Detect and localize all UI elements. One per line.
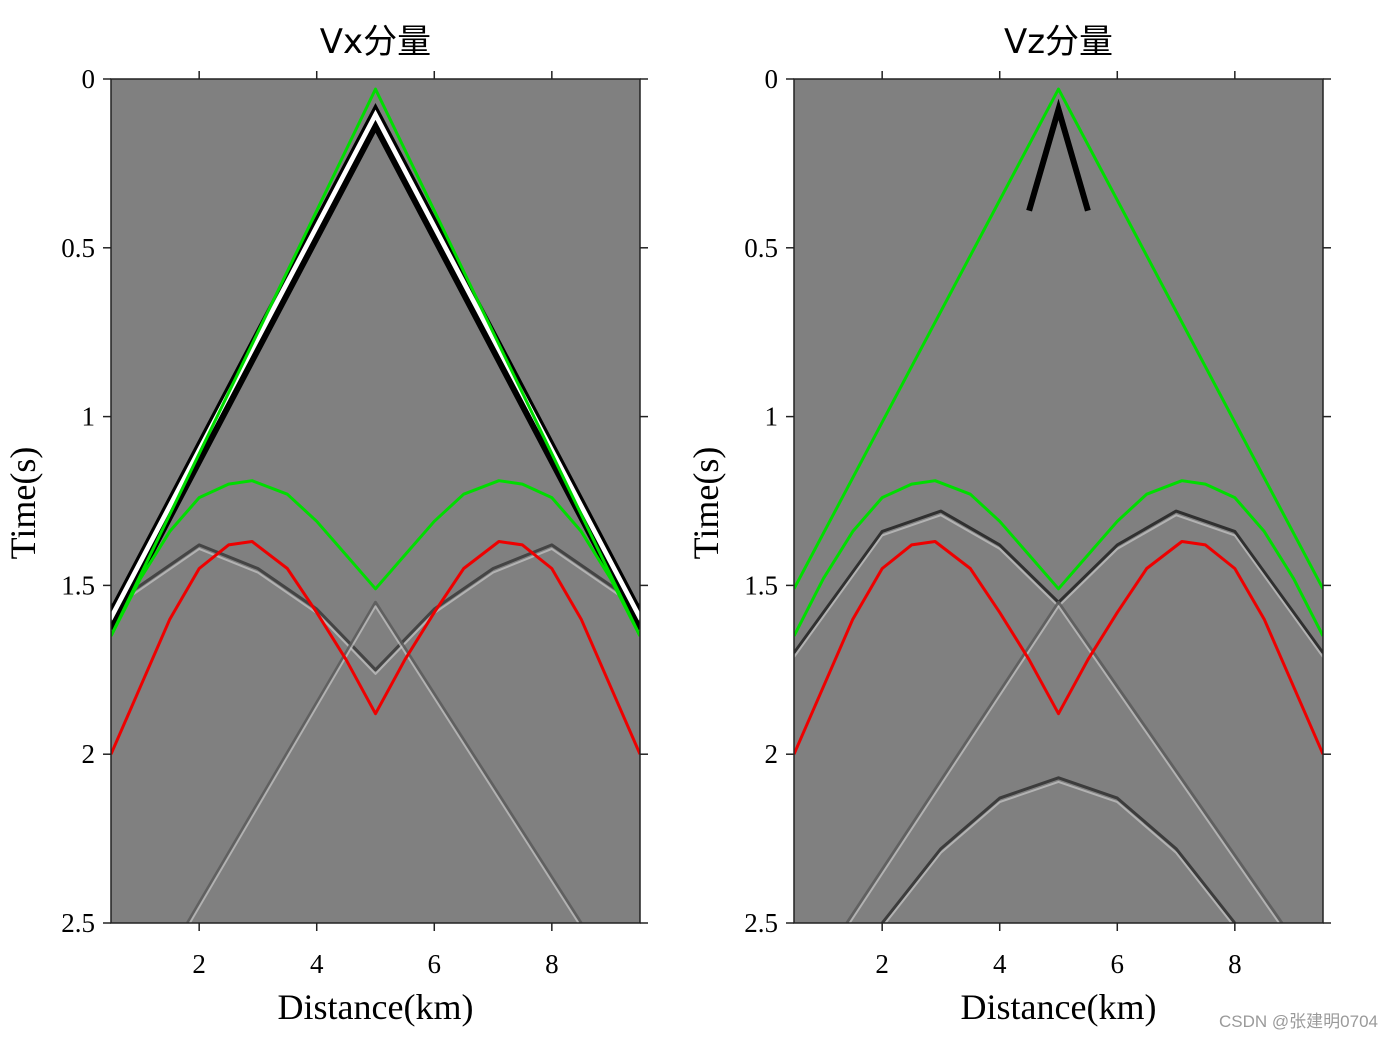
y-tick-label: 0 [765,64,779,94]
chart-title: Vx分量 [320,22,431,62]
plot-area [794,87,1323,923]
x-tick-label: 6 [428,949,442,979]
green-direct-line [111,87,640,637]
red-reflection-line [111,540,640,755]
red-reflection-line [794,540,1323,755]
y-tick-label: 1.5 [744,570,778,600]
direct-wave-band-3 [111,119,640,631]
x-tick-label: 2 [875,949,889,979]
x-tick-label: 6 [1111,949,1125,979]
y-tick-label: 2.5 [61,908,95,938]
chart-panel-1: 0 0.5 1 1.5 2 2.5 2 4 6 8 Vx分量 Distance(km) Time(s) [3,22,648,1027]
event-2-highlight [188,605,580,923]
x-tick-label: 8 [1228,949,1242,979]
event-2 [186,600,583,923]
chart-title: Vz分量 [1004,22,1113,62]
y-tick-label: 2 [82,739,96,769]
y-tick-label: 2 [765,739,779,769]
event-1-highlight [111,547,640,675]
event-3 [845,600,1284,923]
y-axis-label: Time(s) [686,447,726,560]
y-tick-label: 0.5 [744,233,778,263]
y-tick-label: 1 [765,402,779,432]
y-tick-label: 2.5 [744,908,778,938]
x-tick-label: 4 [993,949,1007,979]
x-tick-label: 2 [192,949,206,979]
y-tick-label: 1 [82,402,96,432]
chart-panel-2: 0 0.5 1 1.5 2 2.5 2 4 6 8 Vz分量 Distance(km) Time(s) [686,22,1331,1027]
x-axis-label: Distance(km) [961,987,1157,1027]
y-tick-label: 0 [82,64,96,94]
direct-wave-band-1 [111,102,640,614]
y-tick-label: 1.5 [61,570,95,600]
x-tick-label: 8 [545,949,559,979]
y-tick-label: 0.5 [61,233,95,263]
event-2 [881,776,1236,923]
direct-wave-band-1 [1026,98,1091,212]
green-direct-line [794,87,1323,590]
green-reflection-line [111,479,640,637]
green-reflection-line [794,479,1323,637]
plot-frame [793,78,1324,924]
plot-area [111,87,640,923]
plot-background [111,79,640,923]
plot-background [794,79,1323,923]
x-tick-label: 4 [310,949,324,979]
y-axis-label: Time(s) [3,447,43,560]
event-3-highlight [848,605,1281,923]
x-axis-label: Distance(km) [278,987,474,1027]
plot-frame [110,78,641,924]
event-2-highlight [884,780,1233,923]
watermark: CSDN @张建明0704 [1219,1012,1378,1031]
